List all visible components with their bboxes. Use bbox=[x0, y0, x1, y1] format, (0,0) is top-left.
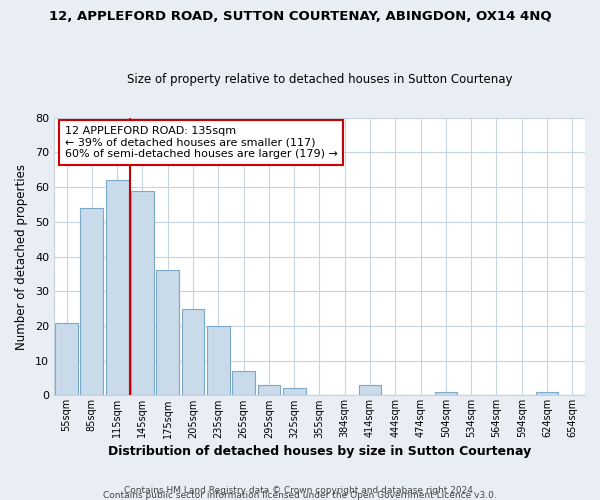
Bar bbox=[182, 308, 205, 396]
Bar bbox=[283, 388, 305, 396]
Bar bbox=[131, 190, 154, 396]
Title: Size of property relative to detached houses in Sutton Courtenay: Size of property relative to detached ho… bbox=[127, 73, 512, 86]
Bar bbox=[207, 326, 230, 396]
Bar bbox=[106, 180, 128, 396]
Bar bbox=[536, 392, 559, 396]
X-axis label: Distribution of detached houses by size in Sutton Courtenay: Distribution of detached houses by size … bbox=[108, 444, 531, 458]
Text: Contains HM Land Registry data © Crown copyright and database right 2024.: Contains HM Land Registry data © Crown c… bbox=[124, 486, 476, 495]
Text: 12 APPLEFORD ROAD: 135sqm
← 39% of detached houses are smaller (117)
60% of semi: 12 APPLEFORD ROAD: 135sqm ← 39% of detac… bbox=[65, 126, 337, 160]
Text: 12, APPLEFORD ROAD, SUTTON COURTENAY, ABINGDON, OX14 4NQ: 12, APPLEFORD ROAD, SUTTON COURTENAY, AB… bbox=[49, 10, 551, 23]
Bar bbox=[80, 208, 103, 396]
Bar bbox=[257, 385, 280, 396]
Y-axis label: Number of detached properties: Number of detached properties bbox=[15, 164, 28, 350]
Bar bbox=[55, 322, 78, 396]
Bar bbox=[359, 385, 382, 396]
Text: Contains public sector information licensed under the Open Government Licence v3: Contains public sector information licen… bbox=[103, 491, 497, 500]
Bar bbox=[434, 392, 457, 396]
Bar bbox=[157, 270, 179, 396]
Bar bbox=[232, 371, 255, 396]
